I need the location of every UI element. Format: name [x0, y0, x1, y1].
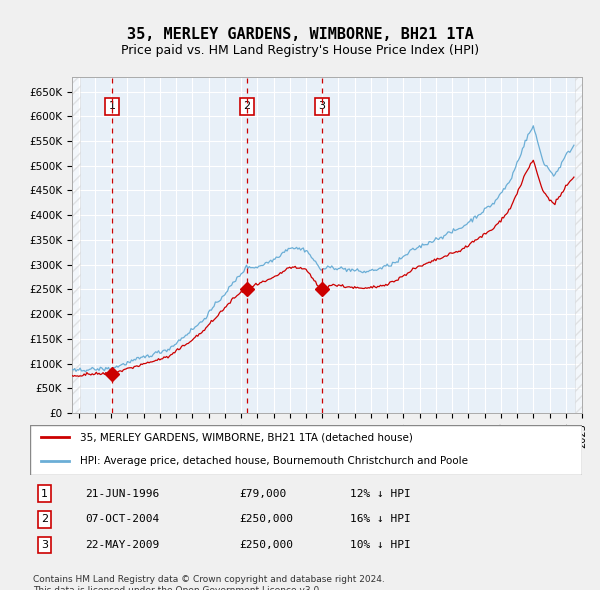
- Text: Price paid vs. HM Land Registry's House Price Index (HPI): Price paid vs. HM Land Registry's House …: [121, 44, 479, 57]
- Text: 1: 1: [41, 489, 48, 499]
- Text: 3: 3: [41, 540, 48, 550]
- Text: Contains HM Land Registry data © Crown copyright and database right 2024.
This d: Contains HM Land Registry data © Crown c…: [33, 575, 385, 590]
- Text: 12% ↓ HPI: 12% ↓ HPI: [350, 489, 411, 499]
- Text: 3: 3: [318, 101, 325, 112]
- Text: £79,000: £79,000: [240, 489, 287, 499]
- Text: 21-JUN-1996: 21-JUN-1996: [85, 489, 160, 499]
- Text: 35, MERLEY GARDENS, WIMBORNE, BH21 1TA (detached house): 35, MERLEY GARDENS, WIMBORNE, BH21 1TA (…: [80, 432, 413, 442]
- Text: 1: 1: [109, 101, 116, 112]
- Text: £250,000: £250,000: [240, 514, 294, 525]
- FancyBboxPatch shape: [30, 425, 582, 475]
- Bar: [72, 77, 80, 413]
- Text: 10% ↓ HPI: 10% ↓ HPI: [350, 540, 411, 550]
- Bar: [575, 77, 583, 413]
- Text: 35, MERLEY GARDENS, WIMBORNE, BH21 1TA: 35, MERLEY GARDENS, WIMBORNE, BH21 1TA: [127, 27, 473, 41]
- Text: £250,000: £250,000: [240, 540, 294, 550]
- Text: 2: 2: [41, 514, 48, 525]
- Text: 16% ↓ HPI: 16% ↓ HPI: [350, 514, 411, 525]
- Text: HPI: Average price, detached house, Bournemouth Christchurch and Poole: HPI: Average price, detached house, Bour…: [80, 456, 467, 466]
- Text: 2: 2: [243, 101, 250, 112]
- Text: 22-MAY-2009: 22-MAY-2009: [85, 540, 160, 550]
- Text: 07-OCT-2004: 07-OCT-2004: [85, 514, 160, 525]
